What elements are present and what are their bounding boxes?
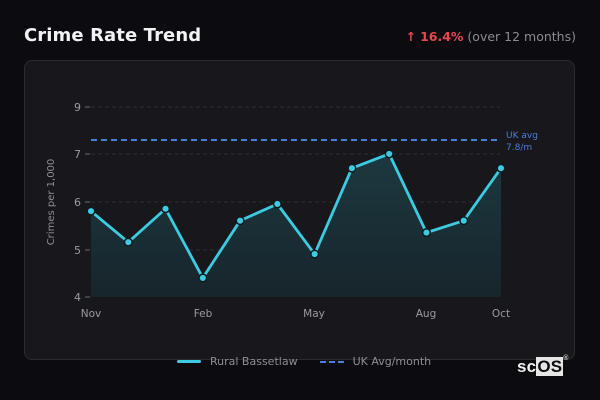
series-line xyxy=(90,152,503,280)
y-axis-label: Crimes per 1,000 xyxy=(46,159,57,246)
y-tick-label: 9 xyxy=(74,101,81,114)
data-point[interactable] xyxy=(310,249,320,259)
data-point[interactable] xyxy=(86,206,96,216)
uk-avg-annotation-2: 7.8/m xyxy=(506,143,532,153)
svg-text:Nov: Nov xyxy=(81,308,102,320)
change-period: (over 12 months) xyxy=(467,29,576,44)
legend-label: UK Avg/month xyxy=(352,355,432,368)
data-point[interactable] xyxy=(421,228,432,238)
trend-up-icon: ↑ xyxy=(405,29,417,44)
data-point[interactable] xyxy=(198,273,208,283)
y-tick-label: 4 xyxy=(74,291,81,304)
brand-logo: scOS® xyxy=(517,355,569,376)
change-value: 16.4% xyxy=(420,29,464,44)
legend-item-avg[interactable]: UK Avg/month xyxy=(319,355,432,368)
data-point[interactable] xyxy=(459,216,469,226)
svg-text:Aug: Aug xyxy=(416,308,437,320)
page-title: Crime Rate Trend xyxy=(24,25,202,46)
uk-avg-annotation-1: UK avg xyxy=(506,131,538,141)
data-point[interactable] xyxy=(160,204,171,214)
legend: Rural Bassetlaw UK Avg/month xyxy=(177,355,453,368)
svg-text:Feb: Feb xyxy=(194,308,213,320)
series-area xyxy=(91,153,501,297)
data-point[interactable] xyxy=(272,199,282,209)
y-tick-label: 5 xyxy=(74,244,81,257)
data-point[interactable] xyxy=(347,163,357,173)
data-point[interactable] xyxy=(123,237,133,247)
legend-item-series[interactable]: Rural Bassetlaw xyxy=(177,355,298,368)
data-points xyxy=(86,149,506,283)
data-point[interactable] xyxy=(496,163,506,173)
legend-label: Rural Bassetlaw xyxy=(210,355,298,368)
data-point[interactable] xyxy=(235,216,245,226)
dashed-line-swatch-icon xyxy=(319,360,344,363)
y-axis: 9 7 6 5 4 xyxy=(74,101,90,304)
svg-text:May: May xyxy=(303,308,325,320)
change-summary: ↑ 16.4% (over 12 months) xyxy=(406,29,576,44)
svg-text:Oct: Oct xyxy=(492,308,510,320)
data-point[interactable] xyxy=(384,149,394,159)
x-axis: Nov Feb May Aug Oct xyxy=(81,308,510,320)
y-tick-label: 7 xyxy=(74,148,81,161)
y-tick-label: 6 xyxy=(74,196,81,209)
solid-line-swatch-icon xyxy=(177,360,201,363)
